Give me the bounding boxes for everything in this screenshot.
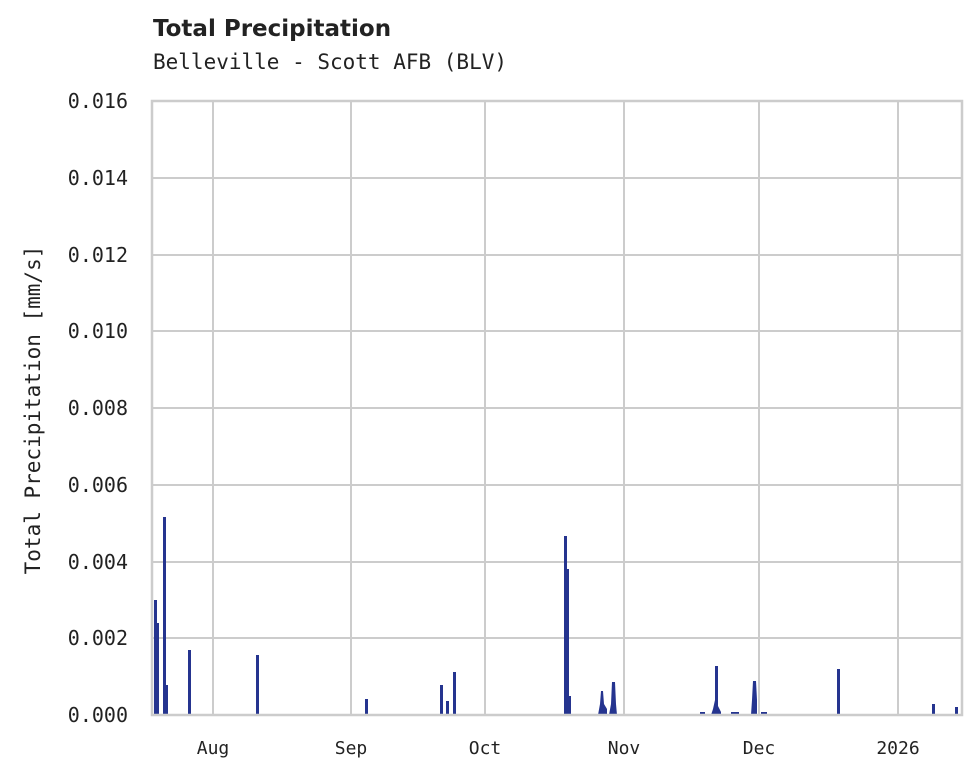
x-tick: Oct — [469, 738, 502, 759]
y-axis-label: Total Precipitation [mm/s] — [21, 246, 45, 575]
y-axis-ticks: 0.000 0.002 0.004 0.006 0.008 0.010 0.01… — [68, 89, 128, 727]
y-tick: 0.006 — [68, 473, 128, 497]
y-tick: 0.008 — [68, 396, 128, 420]
y-tick: 0.014 — [68, 166, 128, 190]
y-tick: 0.004 — [68, 550, 128, 574]
y-tick: 0.000 — [68, 703, 128, 727]
precipitation-series — [154, 517, 958, 715]
x-tick: 2026 — [876, 738, 919, 759]
grid — [152, 101, 962, 715]
x-axis-ticks: Aug Sep Oct Nov Dec 2026 — [197, 738, 920, 759]
plot-frame — [150, 99, 964, 717]
chart-title: Total Precipitation — [153, 16, 392, 42]
y-tick: 0.012 — [68, 243, 128, 267]
x-tick: Nov — [608, 738, 641, 759]
x-tick: Sep — [335, 738, 368, 759]
y-tick: 0.016 — [68, 89, 128, 113]
x-tick: Aug — [197, 738, 230, 759]
chart-subtitle: Belleville - Scott AFB (BLV) — [153, 50, 508, 74]
y-tick: 0.002 — [68, 626, 128, 650]
x-tick: Dec — [743, 738, 776, 759]
y-tick: 0.010 — [68, 319, 128, 343]
